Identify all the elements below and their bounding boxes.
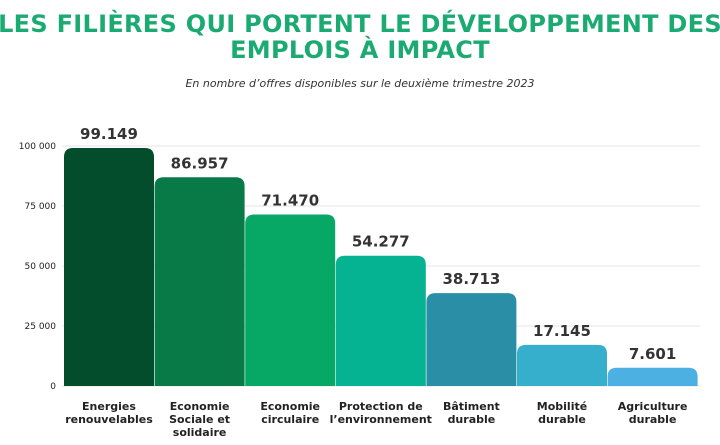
- value-labels: 99.149 86.957 71.470 54.277 38.713 17.145 7.60…: [80, 125, 676, 363]
- bars: [64, 148, 698, 386]
- bar-value-label: 17.145: [533, 322, 591, 340]
- y-tick-label: 25 000: [25, 322, 57, 332]
- y-tick-label: 100 000: [19, 142, 56, 152]
- category-label: Agriculture durable: [618, 400, 688, 426]
- chart-title-line: EMPLOIS À IMPACT: [230, 35, 490, 64]
- y-tick-label: 75 000: [25, 202, 57, 212]
- category-label: Economie Sociale et solidaire: [169, 400, 230, 439]
- bar: [154, 177, 245, 386]
- category-label: Protection de l’environnement: [330, 400, 432, 426]
- bar-value-label: 71.470: [261, 191, 319, 209]
- category-label: Mobilité durable: [537, 400, 587, 426]
- bar: [426, 293, 517, 386]
- category-label: Economie circulaire: [260, 400, 320, 426]
- bar: [607, 367, 698, 386]
- bar: [335, 255, 426, 386]
- bar-value-label: 99.149: [80, 125, 138, 143]
- category-labels: Energies renouvelables Economie Sociale et s…: [65, 400, 687, 439]
- chart-title: LES FILIÈRES QUI PORTENT LE DÉVELOPPEMEN…: [0, 9, 720, 64]
- chart-title-line: LES FILIÈRES QUI PORTENT LE DÉVELOPPEMEN…: [0, 9, 720, 38]
- chart-subtitle: En nombre d’offres disponibles sur le de…: [185, 77, 534, 90]
- bar-value-label: 38.713: [442, 270, 500, 288]
- y-axis-ticks: 0 25 000 50 000 75 000 100 000: [19, 142, 56, 392]
- y-tick-label: 50 000: [25, 262, 57, 272]
- bar: [245, 214, 336, 386]
- category-label: Bâtiment durable: [443, 400, 500, 426]
- bar-value-label: 54.277: [352, 233, 410, 251]
- bar: [517, 344, 607, 386]
- y-tick-label: 0: [50, 382, 56, 392]
- bar: [64, 148, 154, 386]
- bar-value-label: 86.957: [171, 154, 229, 172]
- category-label: Energies renouvelables: [65, 400, 153, 426]
- bar-value-label: 7.601: [629, 345, 676, 363]
